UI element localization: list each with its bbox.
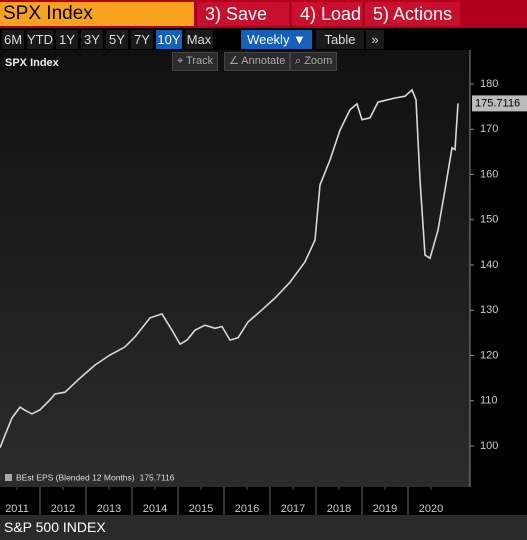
range-button[interactable]: 3Y <box>81 30 103 49</box>
y-tick-label: 130 <box>480 304 498 316</box>
chart-tool[interactable]: ∠ Annotate <box>224 52 291 71</box>
y-tick-label: 170 <box>480 123 498 135</box>
range-button[interactable]: Max <box>185 30 213 49</box>
load[interactable]: 4) Load <box>292 2 362 26</box>
chart-tool[interactable]: ⌕ Zoom <box>290 52 338 71</box>
range-button[interactable]: 6M <box>2 30 24 49</box>
security-field[interactable]: SPX Index <box>0 2 194 26</box>
range-button[interactable]: 5Y <box>106 30 128 49</box>
x-tick-label: 2020 <box>419 503 443 515</box>
chart-title: SPX Index <box>5 57 60 69</box>
x-tick-label: 2019 <box>373 503 397 515</box>
y-tick-label: 160 <box>480 168 498 180</box>
y-tick-label: 100 <box>480 440 498 452</box>
y-tick-label: 120 <box>480 349 498 361</box>
legend-swatch <box>5 474 12 481</box>
range-button[interactable]: 7Y <box>131 30 153 49</box>
y-tick-label: 110 <box>480 395 498 407</box>
last-value: 175.7116 <box>475 97 520 109</box>
eps-line <box>0 88 459 449</box>
range-button[interactable]: 10Y <box>156 30 182 49</box>
chart: SPX Index 100 110 120 130 140 150 160 170 180 201… <box>0 50 527 515</box>
more-button[interactable]: » <box>366 30 384 49</box>
y-tick-label: 150 <box>480 214 498 226</box>
x-tick-label: 2012 <box>51 503 75 515</box>
range-button[interactable]: YTD <box>27 30 53 49</box>
x-axis-area <box>0 487 527 515</box>
actions[interactable]: 5) Actions ▾ <box>365 2 460 48</box>
frequency[interactable]: Weekly ▼ <box>241 30 312 49</box>
x-tick-label: 2015 <box>189 503 213 515</box>
table-button[interactable]: Table <box>316 30 364 49</box>
y-tick-label: 140 <box>480 259 498 271</box>
x-tick-label: 2018 <box>327 503 351 515</box>
footer: S&P 500 INDEX <box>0 515 527 540</box>
y-axis-area <box>470 50 527 487</box>
legend-value: 175.7116 <box>140 472 175 482</box>
x-tick-label: 2016 <box>235 503 259 515</box>
plot-area <box>0 50 470 487</box>
x-tick-label: 2017 <box>281 503 305 515</box>
chart-tool[interactable]: ⌖ Track <box>172 52 219 71</box>
range-button[interactable]: 1Y <box>56 30 78 49</box>
last-value-tag <box>472 95 527 112</box>
x-tick-label: 2014 <box>143 503 167 515</box>
x-tick-label: 2011 <box>5 503 29 515</box>
x-tick-label: 2013 <box>97 503 121 515</box>
legend-label: BEst EPS (Blended 12 Months) <box>16 472 135 482</box>
y-tick-label: 180 <box>480 78 498 90</box>
